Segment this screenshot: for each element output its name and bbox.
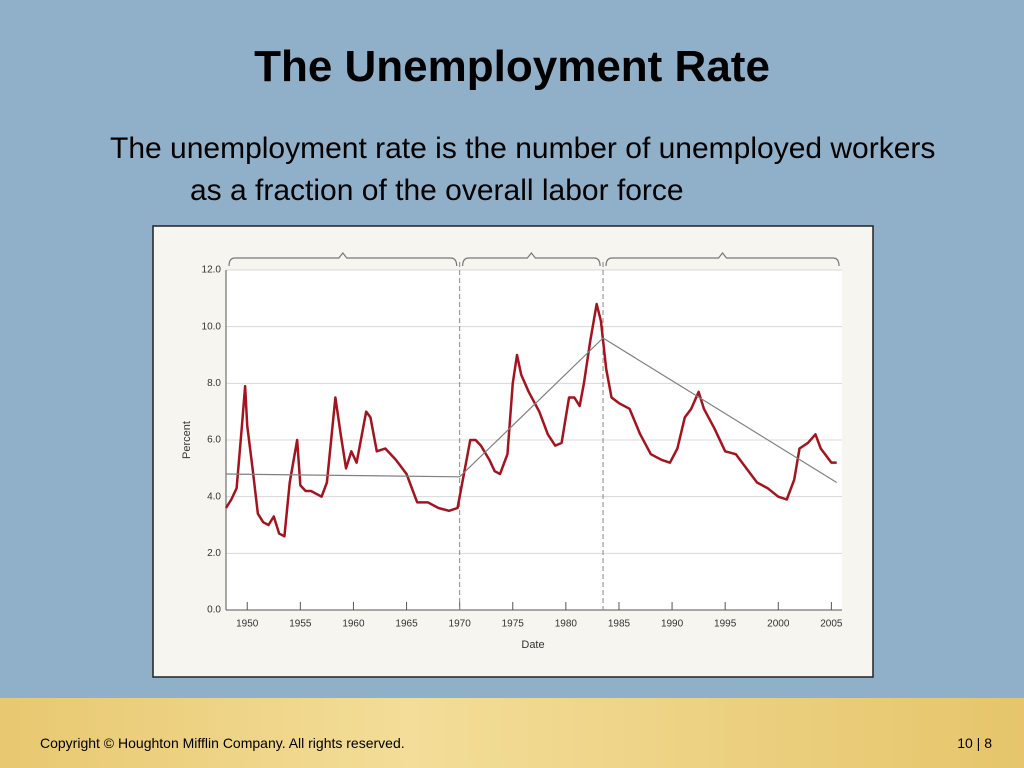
footer-copyright: Copyright © Houghton Mifflin Company. Al… xyxy=(40,735,405,751)
x-tick-label: 1985 xyxy=(608,619,631,630)
x-tick-label: 1950 xyxy=(236,619,259,630)
y-tick-label: 6.0 xyxy=(207,435,221,446)
period-brace xyxy=(462,252,601,267)
footer-band xyxy=(0,698,1024,768)
y-tick-label: 0.0 xyxy=(207,605,221,616)
slide-subtitle: The unemployment rate is the number of u… xyxy=(110,132,936,207)
period-brace xyxy=(605,252,840,267)
page-number: 10 | 8 xyxy=(957,735,992,751)
x-tick-label: 1975 xyxy=(502,619,525,630)
x-tick-label: 1970 xyxy=(449,619,472,630)
y-tick-label: 12.0 xyxy=(202,265,222,276)
x-tick-label: 1995 xyxy=(714,619,737,630)
y-tick-label: 4.0 xyxy=(207,491,221,502)
slide-title: The Unemployment Rate xyxy=(254,42,770,91)
y-tick-label: 8.0 xyxy=(207,378,221,389)
x-tick-label: 2000 xyxy=(767,619,790,630)
x-tick-label: 1960 xyxy=(342,619,365,630)
data-line xyxy=(224,302,837,538)
x-tick-label: 1965 xyxy=(395,619,418,630)
trend-line xyxy=(225,337,838,484)
x-tick-label: 1980 xyxy=(555,619,578,630)
x-tick-label: 2005 xyxy=(820,619,843,630)
period-brace xyxy=(228,252,458,267)
x-tick-label: 1955 xyxy=(289,619,312,630)
y-axis-label: Percent xyxy=(181,421,193,459)
y-tick-label: 2.0 xyxy=(207,548,221,559)
y-tick-label: 10.0 xyxy=(202,321,222,332)
x-axis-label: Date xyxy=(521,639,544,651)
x-tick-label: 1990 xyxy=(661,619,684,630)
